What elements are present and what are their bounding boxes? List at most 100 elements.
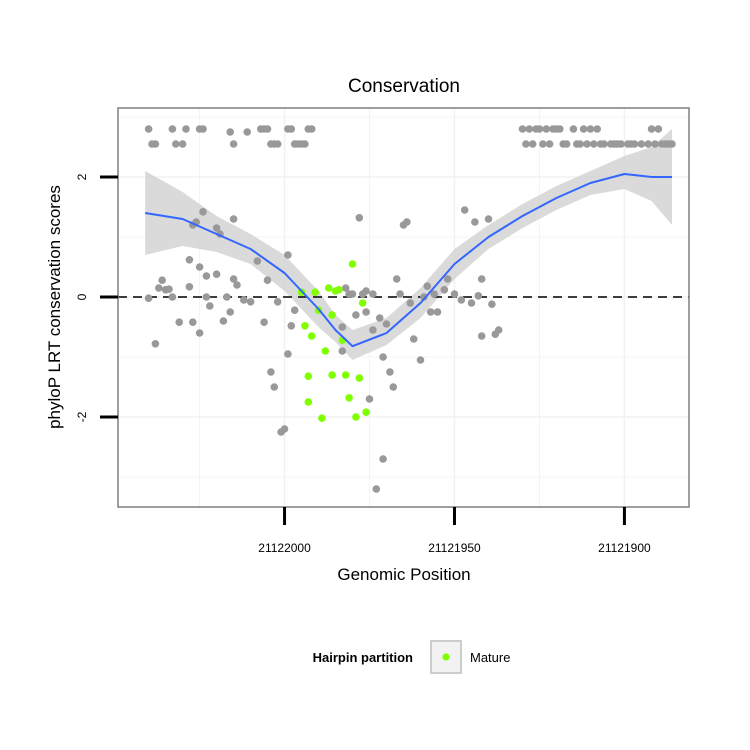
conservation-point: [226, 308, 234, 316]
mature-point: [304, 398, 313, 406]
conservation-point: [375, 314, 384, 322]
x-tick-label: 21121900: [598, 541, 651, 555]
conservation-point: [369, 290, 377, 298]
conservation-point: [144, 125, 153, 133]
conservation-point: [284, 251, 292, 259]
conservation-point: [522, 140, 530, 148]
mature-point: [318, 414, 326, 423]
conservation-point: [576, 140, 584, 148]
conservation-point: [307, 125, 316, 133]
mature-point: [345, 394, 353, 402]
conservation-point: [158, 276, 166, 285]
mature-point: [328, 371, 336, 379]
conservation-point: [341, 284, 350, 292]
conservation-point: [233, 281, 241, 289]
conservation-point: [528, 140, 537, 148]
conservation-point: [651, 140, 659, 148]
conservation-point: [195, 329, 204, 337]
conservation-point: [386, 368, 394, 376]
conservation-point: [273, 140, 282, 148]
conservation-point: [260, 318, 268, 327]
conservation-point: [593, 125, 601, 133]
y-tick-label: 2: [75, 173, 89, 180]
conservation-point: [450, 290, 459, 298]
y-axis: -2 0 2: [75, 173, 118, 422]
conservation-point: [155, 284, 163, 292]
conservation-point: [654, 125, 663, 133]
conservation-point: [600, 140, 608, 148]
conservation-point: [420, 293, 428, 301]
y-tick-label: -2: [75, 411, 89, 422]
conservation-point: [338, 323, 347, 331]
mature-point: [348, 260, 357, 268]
conservation-point: [365, 395, 374, 403]
conservation-point: [168, 125, 177, 133]
conservation-point: [484, 215, 493, 223]
conservation-point: [290, 306, 299, 315]
mature-point: [307, 332, 316, 340]
conservation-point: [590, 140, 598, 148]
conservation-point: [416, 356, 425, 364]
conservation-point: [406, 299, 415, 307]
conservation-point: [668, 140, 676, 148]
chart-title: Conservation: [348, 76, 460, 97]
conservation-point: [477, 332, 486, 340]
conservation-point: [284, 350, 292, 358]
smooth-fit-group: [145, 173, 672, 348]
conservation-point: [372, 485, 381, 493]
conservation-point: [583, 140, 591, 148]
conservation-point: [151, 340, 160, 348]
conservation-point: [206, 302, 214, 310]
conservation-point: [362, 308, 370, 316]
conservation-point: [151, 140, 160, 148]
conservation-point: [460, 206, 469, 214]
conservation-point: [392, 275, 401, 283]
conservation-point: [630, 140, 639, 148]
conservation-point: [433, 308, 442, 316]
conservation-point: [144, 294, 153, 303]
conservation-point: [362, 287, 370, 295]
conservation-point: [539, 140, 547, 148]
legend-mature-dot: [442, 653, 450, 661]
conservation-point: [348, 290, 357, 298]
conservation-point: [199, 208, 207, 216]
conservation-point: [396, 290, 404, 298]
panel-border: [117, 107, 690, 508]
conservation-point: [253, 257, 262, 265]
conservation-point: [542, 125, 551, 133]
conservation-point: [569, 125, 578, 133]
conservation-point: [474, 292, 483, 300]
conservation-point: [443, 275, 452, 283]
conservation-point: [338, 347, 347, 355]
conservation-point: [165, 285, 173, 294]
conservation-point: [267, 368, 275, 376]
conservation-point: [226, 128, 234, 136]
y-tick-label: 0: [75, 293, 89, 300]
conservation-point: [229, 215, 238, 223]
y-axis-title: phyloP LRT conservation scores: [45, 185, 64, 429]
conservation-point: [189, 318, 197, 327]
conservation-point: [355, 214, 364, 222]
conservation-point: [178, 140, 187, 148]
conservation-point: [525, 125, 534, 133]
conservation-point: [535, 125, 544, 133]
mature-point: [341, 371, 350, 379]
conservation-point: [287, 125, 296, 133]
conservation-point: [263, 276, 272, 285]
conservation-point: [647, 125, 656, 133]
mature-point: [304, 372, 313, 381]
conservation-point: [467, 299, 476, 307]
x-tick-label: 21121950: [428, 541, 481, 555]
conservation-point: [182, 125, 190, 133]
mature-point: [301, 322, 309, 330]
mature-point: [328, 311, 336, 319]
conservation-point: [471, 218, 479, 226]
conservation-point: [637, 140, 646, 148]
conservation-point: [369, 326, 377, 334]
mature-point: [352, 413, 360, 421]
conservation-point: [270, 383, 279, 391]
conservation-point: [240, 296, 248, 304]
mature-point: [335, 286, 343, 294]
